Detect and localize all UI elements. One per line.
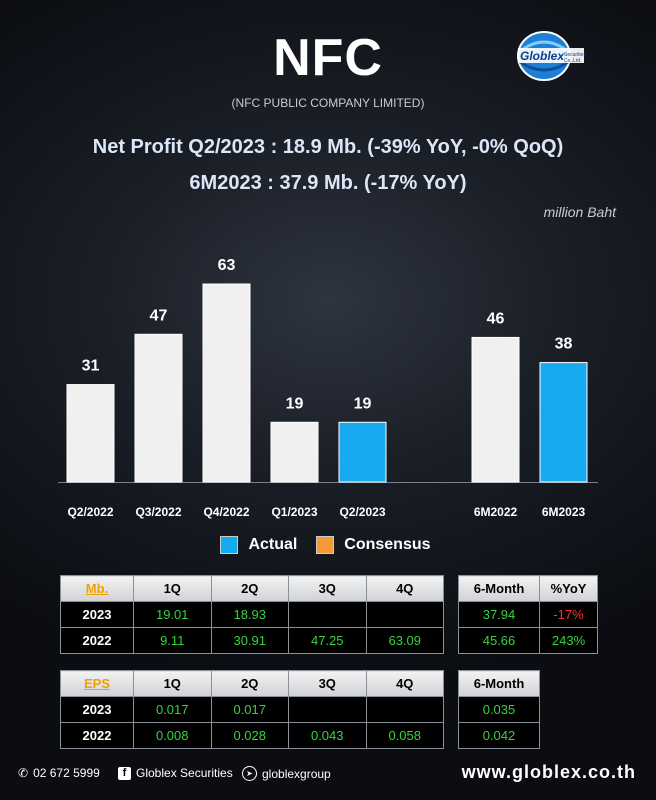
footer-facebook[interactable]: f Globlex Securities: [118, 766, 233, 780]
eps-table-label: EPS: [60, 670, 134, 697]
header-2q: 2Q: [210, 670, 289, 697]
legend-actual-label: Actual: [248, 536, 298, 554]
bar-value-label: 31: [82, 358, 100, 375]
eps-side-table: 6-Month 0.035 0.042: [458, 670, 540, 749]
cell-value: 45.66: [457, 627, 541, 654]
logo-text: Globlex: [520, 49, 565, 63]
facebook-text: Globlex Securities: [136, 766, 233, 780]
header-1q: 1Q: [133, 670, 212, 697]
page-title: NFC: [273, 29, 383, 87]
logo-small-text: Securities Co.,Ltd.: [564, 52, 586, 64]
footer-phone[interactable]: ✆ 02 672 5999: [18, 766, 100, 780]
company-subtitle: (NFC PUBLIC COMPANY LIMITED): [231, 96, 425, 110]
bar-q3-2022: [134, 333, 183, 483]
header-6-month: 6-Month: [458, 670, 540, 697]
header-4q: 4Q: [365, 575, 444, 602]
cell-value: 0.028: [210, 722, 289, 749]
bar-q2-2022: [66, 384, 115, 483]
bar-value-label: 47: [150, 307, 168, 324]
x-tick-label: Q4/2022: [203, 505, 249, 519]
legend-actual-swatch: [220, 536, 238, 554]
bar-q2-2023: [338, 421, 387, 483]
x-tick-label: 6M2023: [542, 505, 586, 519]
header-yoy: %YoY: [539, 575, 598, 602]
cell-value: 30.91: [210, 627, 289, 654]
cell-value: 18.93: [210, 601, 289, 628]
cell-value: 0.058: [365, 722, 444, 749]
cell-value: [365, 601, 444, 628]
telegram-text: globlexgroup: [262, 766, 331, 781]
footer: ✆ 02 672 5999 f Globlex Securities ➤ glo…: [0, 758, 656, 788]
bar-value-label: 38: [555, 336, 573, 353]
legend-consensus-label: Consensus: [344, 536, 431, 554]
bar-value-label: 46: [487, 310, 505, 327]
header-6-month: 6-Month: [457, 575, 541, 602]
cell-value: 9.11: [133, 627, 212, 654]
profit-table-label: Mb.: [60, 575, 134, 602]
headline-net-profit: Net Profit Q2/2023 : 18.9 Mb. (-39% YoY,…: [92, 136, 564, 158]
cell-value: [288, 601, 367, 628]
x-tick-label: Q2/2023: [339, 505, 385, 519]
cell-value: 0.017: [133, 696, 212, 723]
footer-telegram[interactable]: ➤ globlexgroup: [242, 766, 331, 781]
cell-value: 0.035: [458, 696, 540, 723]
cell-value: 0.008: [133, 722, 212, 749]
profit-table: Mb. 1Q 2Q 3Q 4Q 2023 19.01 18.93 2022 9.…: [60, 575, 444, 654]
bar-q1-2023: [270, 421, 319, 483]
cell-value: -17%: [539, 601, 598, 628]
cell-value: 19.01: [133, 601, 212, 628]
bar-6m2022: [471, 336, 520, 483]
table-row: 0.035: [458, 696, 540, 723]
legend-consensus-swatch: [315, 536, 334, 554]
x-tick-label: 6M2022: [474, 505, 518, 519]
header-4q: 4Q: [365, 670, 444, 697]
row-year: 2023: [60, 696, 134, 723]
cell-value: 37.94: [457, 601, 541, 628]
phone-icon: ✆: [18, 766, 29, 780]
table-row: 2023 0.017 0.017: [60, 696, 444, 723]
headline-6m: 6M2023 : 37.9 Mb. (-17% YoY): [189, 172, 467, 194]
net-profit-bar-chart: 31 Q2/2022 47 Q3/2022 63 Q4/2022 19 Q1/2023 19 Q2…: [58, 257, 598, 519]
table-row: 2022 0.008 0.028 0.043 0.058: [60, 722, 444, 749]
table-row: 2022 9.11 30.91 47.25 63.09: [60, 627, 444, 654]
table-row: 2023 19.01 18.93: [60, 601, 444, 628]
header-1q: 1Q: [133, 575, 212, 602]
globlex-logo: Globlex Securities Co.,Ltd.: [514, 30, 586, 88]
telegram-icon: ➤: [242, 766, 257, 781]
cell-value: 63.09: [365, 627, 444, 654]
cell-value: 243%: [539, 627, 598, 654]
cell-value: 47.25: [288, 627, 367, 654]
row-year: 2022: [60, 722, 134, 749]
bar-q4-2022: [202, 283, 251, 483]
x-tick-label: Q3/2022: [135, 505, 181, 519]
header-3q: 3Q: [288, 575, 367, 602]
eps-table: EPS 1Q 2Q 3Q 4Q 2023 0.017 0.017 2022 0.…: [60, 670, 444, 749]
cell-value: 0.043: [288, 722, 367, 749]
cell-value: [365, 696, 444, 723]
website-link[interactable]: www.globlex.co.th: [461, 762, 636, 782]
header-2q: 2Q: [210, 575, 289, 602]
row-year: 2023: [60, 601, 134, 628]
cell-value: 0.017: [210, 696, 289, 723]
table-row: 45.66 243%: [457, 627, 598, 654]
cell-value: [288, 696, 367, 723]
x-tick-label: Q2/2022: [67, 505, 113, 519]
header-3q: 3Q: [288, 670, 367, 697]
x-tick-label: Q1/2023: [271, 505, 317, 519]
table-row: 37.94 -17%: [457, 601, 598, 628]
table-row: 0.042: [458, 722, 540, 749]
cell-value: 0.042: [458, 722, 540, 749]
bar-6m2023: [539, 362, 588, 483]
profit-side-table: 6-Month %YoY 37.94 -17% 45.66 243%: [457, 575, 598, 654]
unit-label: million Baht: [543, 204, 616, 220]
bar-value-label: 19: [354, 395, 372, 412]
row-year: 2022: [60, 627, 134, 654]
chart-legend: Actual Consensus: [220, 536, 431, 560]
facebook-icon: f: [118, 766, 131, 780]
phone-text: 02 672 5999: [33, 766, 100, 780]
bar-value-label: 63: [218, 257, 236, 274]
bar-value-label: 19: [286, 395, 304, 412]
